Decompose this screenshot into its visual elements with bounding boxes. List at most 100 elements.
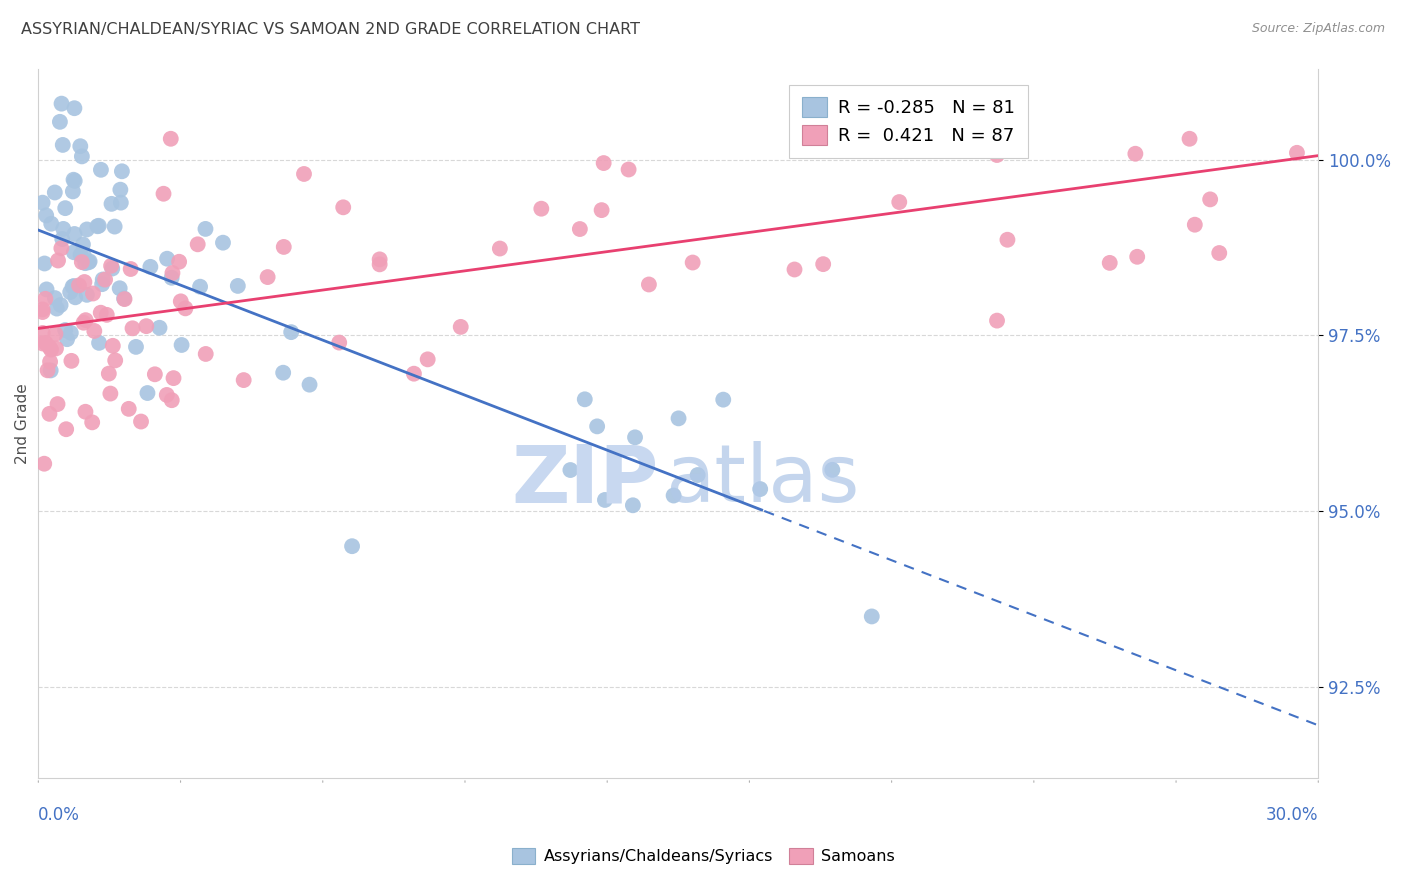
Point: [91, 272, 114, 286]
Text: 0.0%: 0.0%: [38, 806, 80, 824]
Point: [51, 241, 73, 255]
Point: [162, 266, 184, 280]
Point: [38, 407, 60, 421]
Point: [35, 282, 58, 296]
Point: [711, 392, 734, 407]
Point: [416, 352, 439, 367]
Point: [44, 291, 66, 305]
Point: [101, 261, 124, 276]
Point: [77, 255, 100, 269]
Point: [87, 219, 110, 233]
Point: [139, 260, 162, 274]
Point: [114, 292, 136, 306]
Point: [100, 197, 122, 211]
Point: [160, 270, 183, 285]
Point: [82, 286, 104, 301]
Point: [108, 281, 131, 295]
Point: [368, 252, 391, 267]
Point: [100, 386, 122, 401]
Point: [35, 208, 58, 222]
Point: [65, 290, 87, 304]
Point: [69, 139, 91, 153]
Point: [156, 388, 179, 402]
Point: [889, 195, 911, 210]
Point: [59, 326, 82, 340]
Point: [1285, 145, 1308, 160]
Point: [87, 335, 110, 350]
Point: [591, 203, 613, 218]
Point: [783, 262, 806, 277]
Point: [73, 249, 96, 263]
Point: [450, 319, 472, 334]
Point: [82, 415, 104, 429]
Legend: R = -0.285   N = 81, R =  0.421   N = 87: R = -0.285 N = 81, R = 0.421 N = 87: [789, 85, 1028, 158]
Point: [1098, 256, 1121, 270]
Point: [53, 201, 76, 215]
Point: [530, 202, 553, 216]
Point: [125, 340, 148, 354]
Point: [53, 323, 76, 337]
Point: [593, 492, 616, 507]
Point: [621, 498, 644, 512]
Point: [568, 222, 591, 236]
Point: [120, 262, 142, 277]
Point: [129, 415, 152, 429]
Point: [662, 489, 685, 503]
Point: [90, 162, 112, 177]
Point: [298, 377, 321, 392]
Point: [860, 609, 883, 624]
Point: [986, 313, 1008, 327]
Point: [63, 101, 86, 115]
Point: [586, 419, 609, 434]
Point: [72, 316, 94, 330]
Point: [45, 301, 67, 316]
Point: [39, 363, 62, 377]
Point: [56, 332, 79, 346]
Point: [34, 256, 56, 270]
Point: [46, 253, 69, 268]
Point: [97, 367, 120, 381]
Point: [170, 294, 193, 309]
Point: [271, 366, 294, 380]
Point: [136, 386, 159, 401]
Point: [110, 183, 132, 197]
Point: [212, 235, 235, 250]
Point: [1199, 193, 1222, 207]
Point: [44, 186, 66, 200]
Legend: Assyrians/Chaldeans/Syriacs, Samoans: Assyrians/Chaldeans/Syriacs, Samoans: [505, 841, 901, 871]
Point: [188, 279, 211, 293]
Point: [402, 367, 425, 381]
Point: [38, 340, 60, 354]
Point: [59, 285, 82, 300]
Point: [75, 405, 97, 419]
Point: [194, 222, 217, 236]
Point: [624, 430, 647, 444]
Point: [45, 342, 67, 356]
Point: [90, 306, 112, 320]
Point: [194, 347, 217, 361]
Point: [152, 186, 174, 201]
Point: [63, 227, 86, 241]
Point: [226, 279, 249, 293]
Point: [160, 393, 183, 408]
Point: [997, 233, 1019, 247]
Point: [44, 326, 66, 341]
Point: [63, 174, 86, 188]
Point: [148, 320, 170, 334]
Point: [39, 217, 62, 231]
Point: [280, 325, 302, 339]
Text: 30.0%: 30.0%: [1265, 806, 1319, 824]
Point: [31, 305, 53, 319]
Point: [34, 292, 56, 306]
Point: [32, 457, 55, 471]
Text: atlas: atlas: [665, 441, 860, 519]
Point: [332, 200, 354, 214]
Point: [62, 173, 84, 187]
Point: [63, 245, 86, 260]
Point: [31, 302, 53, 317]
Point: [51, 232, 73, 246]
Point: [112, 292, 135, 306]
Point: [49, 298, 72, 312]
Point: [75, 256, 97, 270]
Y-axis label: 2nd Grade: 2nd Grade: [15, 383, 30, 464]
